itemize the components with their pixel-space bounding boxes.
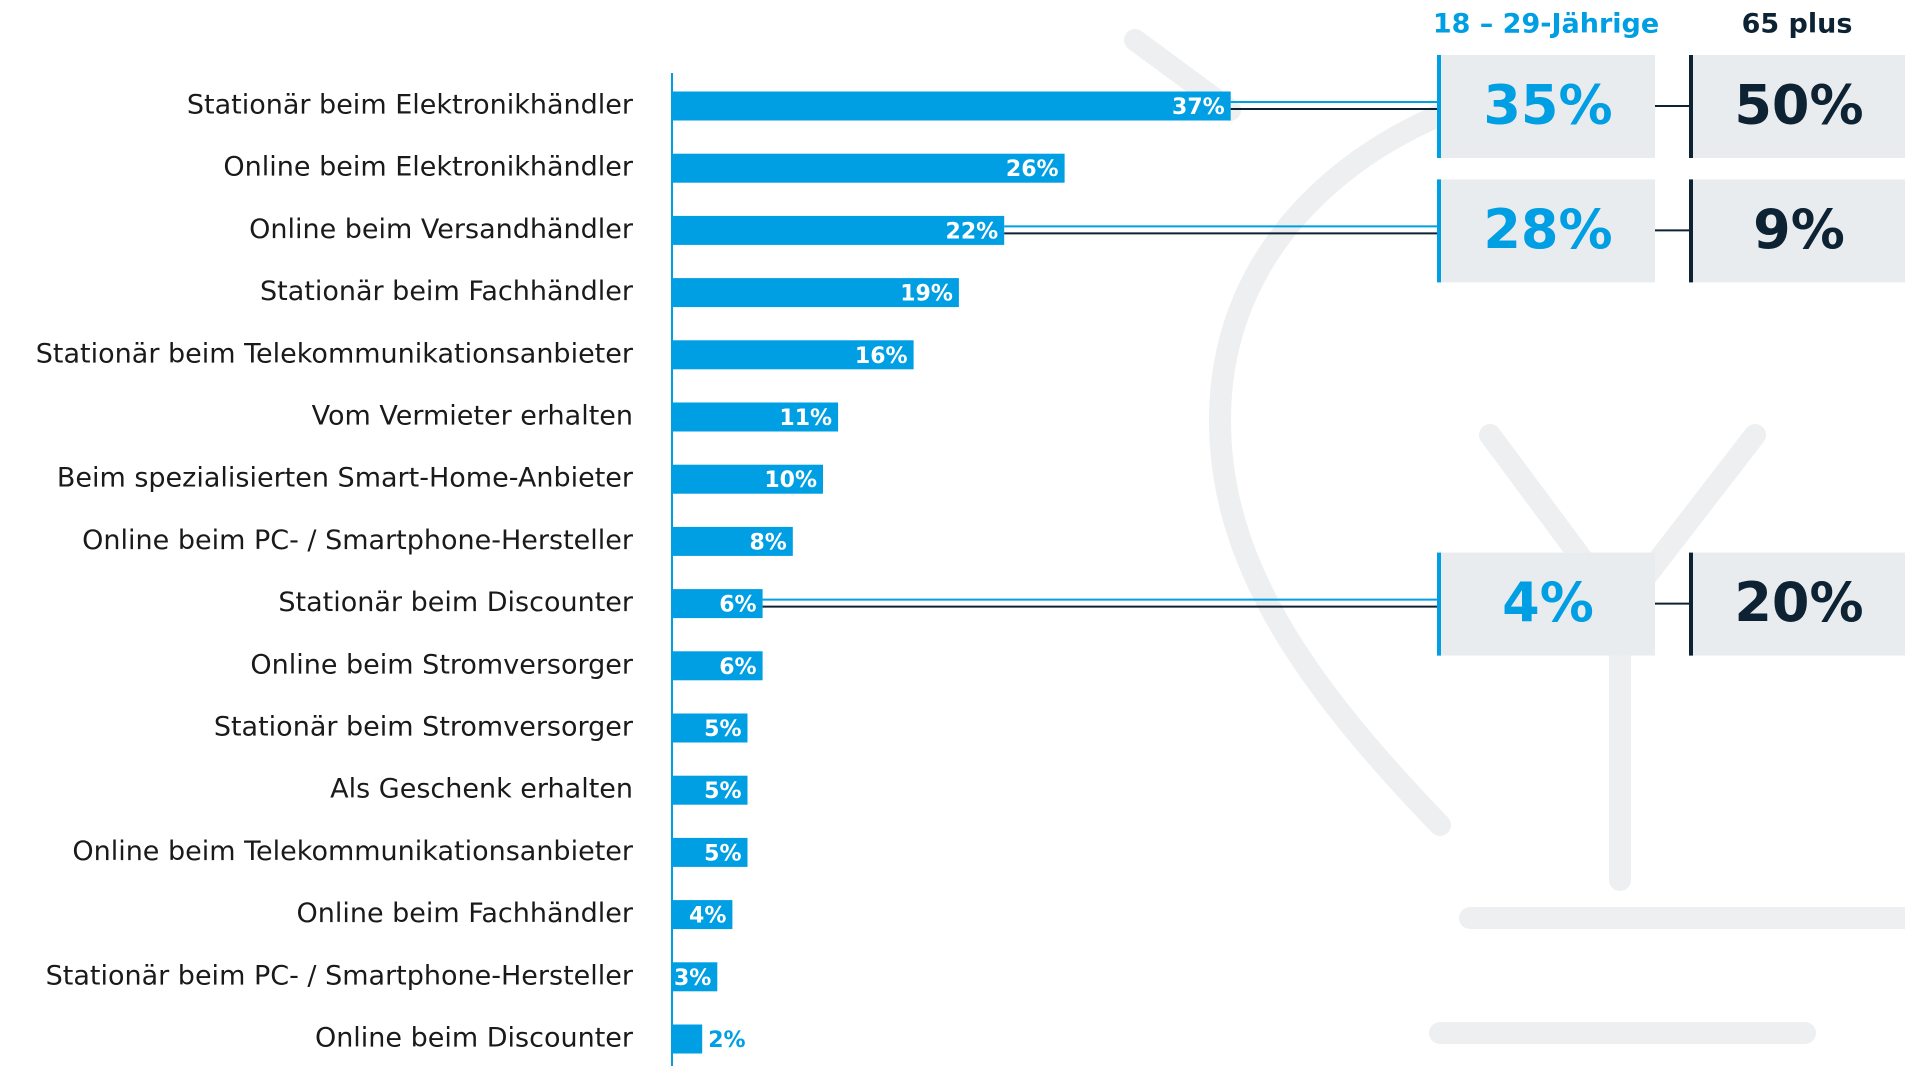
- value-label: 19%: [900, 282, 953, 307]
- comparison-value: 28%: [1483, 198, 1612, 261]
- comparison-box: [1689, 179, 1905, 283]
- box-border: [1689, 55, 1693, 158]
- box-border: [1689, 179, 1693, 283]
- bar: [672, 402, 839, 432]
- category-label: Vom Vermieter erhalten: [312, 401, 633, 432]
- value-label: 16%: [855, 344, 908, 369]
- bar: [672, 278, 959, 308]
- bar: [672, 91, 1231, 121]
- value-label: 22%: [946, 219, 999, 244]
- comparison-value: 9%: [1753, 198, 1845, 261]
- comparison-value: 4%: [1502, 571, 1594, 634]
- value-label: 10%: [764, 468, 817, 493]
- comparison-box: [1437, 552, 1655, 656]
- column-header: 65 plus: [1742, 9, 1853, 40]
- category-label: Online beim Elektronikhändler: [223, 152, 634, 183]
- category-label: Online beim Stromversorger: [250, 649, 634, 680]
- value-label: 6%: [719, 593, 756, 618]
- value-label: 8%: [749, 530, 786, 555]
- value-label: 4%: [689, 904, 726, 929]
- bar: [672, 1024, 703, 1054]
- bar: [672, 153, 1065, 183]
- comparison-value: 50%: [1734, 74, 1863, 137]
- value-label: 5%: [704, 779, 741, 804]
- category-label: Stationär beim Elektronikhändler: [187, 90, 634, 121]
- category-label: Stationär beim Telekommunikationsanbiete…: [36, 338, 634, 369]
- column-header: 18 – 29-Jährige: [1433, 9, 1659, 40]
- comparison-box: [1437, 179, 1655, 283]
- category-label: Online beim PC- / Smartphone-Hersteller: [82, 525, 634, 556]
- bar: [672, 713, 748, 743]
- comparison-box: [1689, 55, 1905, 158]
- bar: [672, 837, 748, 867]
- value-label: 11%: [779, 406, 832, 431]
- value-label: 6%: [719, 655, 756, 680]
- bar: [672, 651, 763, 681]
- bar: [672, 526, 793, 556]
- category-label: Online beim Discounter: [315, 1023, 634, 1054]
- box-border: [1437, 552, 1441, 656]
- category-label: Stationär beim PC- / Smartphone-Herstell…: [46, 960, 634, 991]
- comparison-value: 35%: [1483, 74, 1612, 137]
- value-label: 26%: [1006, 157, 1059, 182]
- category-label: Als Geschenk erhalten: [330, 774, 633, 805]
- bar: [672, 215, 1005, 245]
- bar: [672, 340, 914, 370]
- bar: [672, 962, 718, 992]
- bar: [672, 464, 823, 494]
- comparison-box: [1689, 552, 1905, 656]
- value-label: 2%: [708, 1028, 745, 1053]
- value-label: 3%: [674, 966, 711, 991]
- bar: [672, 589, 763, 619]
- bar: [672, 900, 733, 930]
- category-label: Online beim Versandhändler: [249, 214, 634, 245]
- box-border: [1437, 179, 1441, 283]
- value-label: 5%: [704, 717, 741, 742]
- category-label: Stationär beim Discounter: [278, 587, 633, 618]
- comparison-value: 20%: [1734, 571, 1863, 634]
- bar: [672, 775, 748, 805]
- category-label: Online beim Telekommunikationsanbieter: [72, 836, 634, 867]
- box-border: [1689, 552, 1693, 656]
- category-label: Beim spezialisierten Smart-Home-Anbieter: [57, 463, 634, 494]
- comparison-box: [1437, 55, 1655, 158]
- box-border: [1437, 55, 1441, 158]
- category-label: Stationär beim Stromversorger: [214, 712, 634, 743]
- category-label: Stationär beim Fachhändler: [260, 276, 634, 307]
- value-label: 5%: [704, 841, 741, 866]
- category-label: Online beim Fachhändler: [297, 898, 634, 929]
- value-label: 37%: [1172, 95, 1225, 120]
